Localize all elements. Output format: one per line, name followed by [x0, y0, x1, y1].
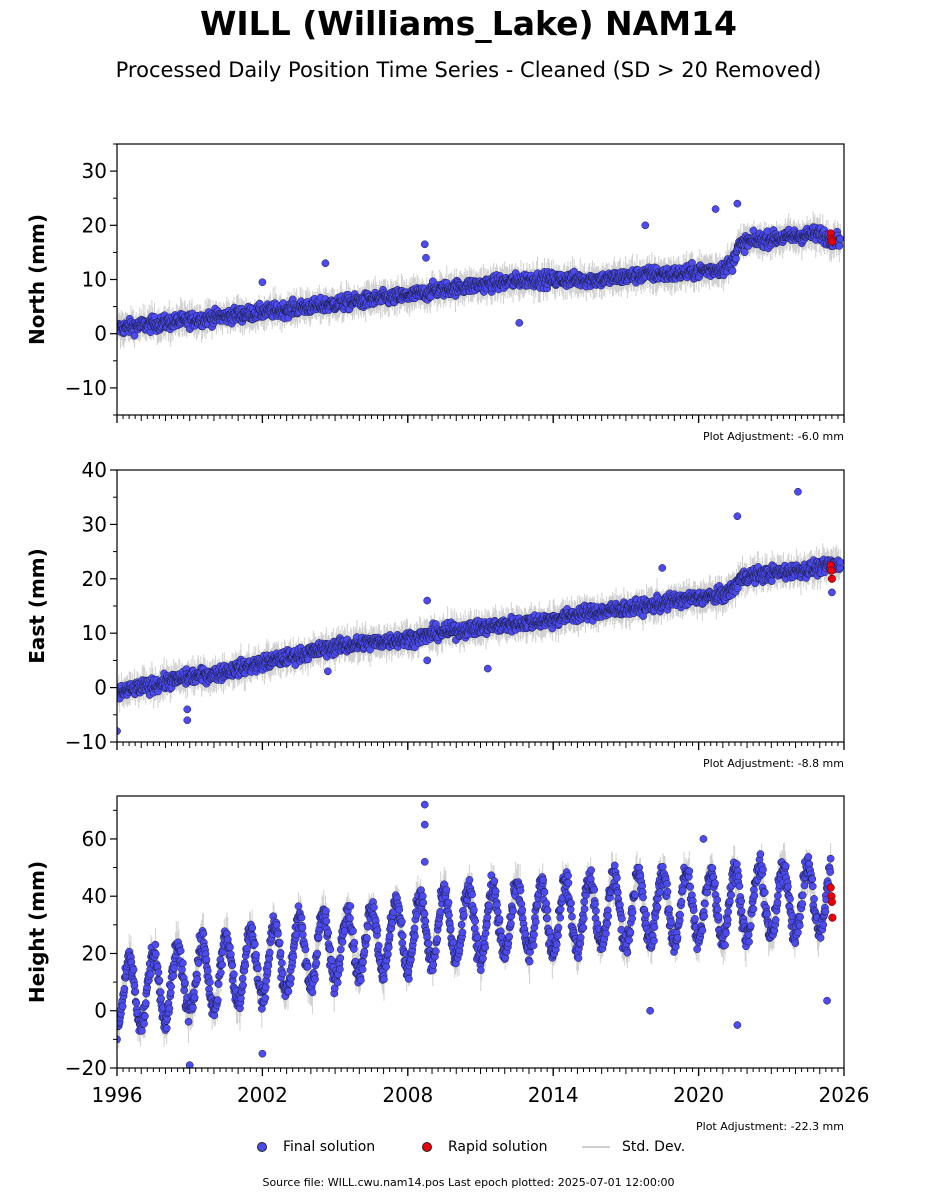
final-outlier-point	[321, 259, 330, 268]
rapid-solution-points	[826, 229, 836, 246]
plot-area	[117, 487, 844, 735]
plot-area	[117, 199, 844, 349]
chart-title: WILL (Williams_Lake) NAM14	[200, 4, 737, 43]
final-point	[740, 248, 749, 257]
final-point	[130, 331, 139, 340]
chart-subtitle: Processed Daily Position Time Series - C…	[115, 58, 822, 82]
final-point	[835, 242, 844, 250]
panel-0: −10 0 10 20 30 North (mm) Plot Adjustment: -6.…	[25, 143, 845, 443]
y-tick-label: 0	[94, 322, 107, 346]
final-point	[732, 254, 740, 263]
plot-adjustment-label: Plot Adjustment: -6.0 mm	[703, 430, 844, 443]
final-outlier-point	[422, 253, 430, 262]
final-point	[836, 234, 844, 243]
final-point	[733, 584, 742, 593]
y-tick-label: −10	[65, 376, 107, 400]
final-point	[767, 577, 776, 585]
final-point	[688, 259, 696, 267]
y-tick-label: 10	[82, 268, 107, 292]
y-tick-label: 30	[82, 159, 107, 183]
final-outlier-point	[711, 205, 720, 213]
final-outlier-point	[420, 240, 429, 249]
final-outlier-point	[641, 221, 650, 230]
final-outlier-point	[733, 199, 742, 208]
final-outlier-point	[515, 319, 524, 327]
rapid-point	[827, 237, 836, 246]
y-axis-label: North (mm)	[25, 214, 49, 345]
y-tick-label: 20	[82, 213, 107, 237]
final-solution-points	[117, 199, 844, 340]
final-point	[728, 267, 737, 275]
final-outlier-point	[258, 278, 267, 287]
final-solution-points	[117, 487, 844, 735]
